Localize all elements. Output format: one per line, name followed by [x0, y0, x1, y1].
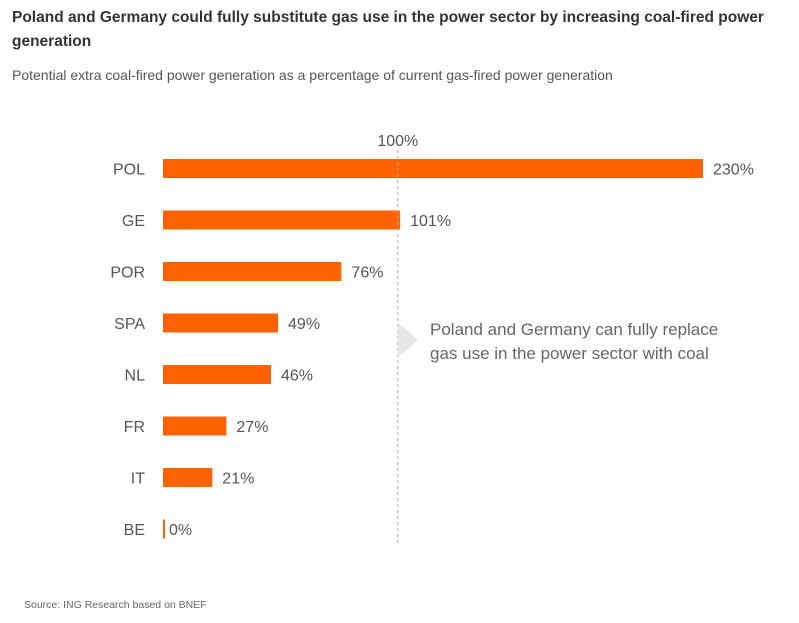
bar-pol — [163, 159, 703, 178]
bar-por — [163, 262, 342, 281]
category-label: FR — [124, 419, 145, 436]
category-label: IT — [131, 471, 145, 488]
bar-ge — [163, 210, 401, 230]
value-label: 21% — [222, 471, 254, 488]
bar-spa — [163, 313, 279, 333]
value-label: 27% — [236, 419, 268, 436]
annotation-line: Poland and Germany can fully replace — [430, 320, 718, 339]
bar-nl — [163, 365, 271, 384]
category-label: BE — [124, 522, 145, 539]
bar-be — [163, 519, 165, 539]
value-label: 49% — [288, 316, 320, 333]
reference-line-label: 100% — [377, 133, 418, 150]
value-label: 101% — [410, 213, 451, 230]
value-label: 76% — [351, 265, 383, 282]
callout-arrow-icon — [397, 322, 418, 358]
bar-fr — [163, 416, 227, 436]
value-label: 230% — [713, 162, 754, 179]
chart-subtitle: Potential extra coal-fired power generat… — [12, 67, 613, 83]
source-note: Source: ING Research based on BNEF — [24, 599, 207, 611]
bars-layer: POL 230% GE 101% POR 76% SPA 49% NL 46% FR 27% IT 21%… — [110, 159, 754, 539]
category-label: POL — [113, 162, 145, 179]
category-label: NL — [125, 368, 146, 385]
value-label: 46% — [281, 368, 313, 385]
chart-title: Poland and Germany could fully substitut… — [12, 9, 764, 50]
bar-it — [163, 468, 213, 487]
annotation-text: Poland and Germany can fully replace gas … — [430, 320, 718, 363]
value-label: 0% — [169, 522, 192, 539]
category-label: POR — [110, 265, 145, 282]
bar-chart: POL 230% GE 101% POR 76% SPA 49% NL 46% FR 27% IT 21%… — [110, 133, 754, 545]
category-label: GE — [122, 213, 145, 230]
annotation-line: gas use in the power sector with coal — [430, 344, 709, 363]
category-label: SPA — [114, 316, 145, 333]
